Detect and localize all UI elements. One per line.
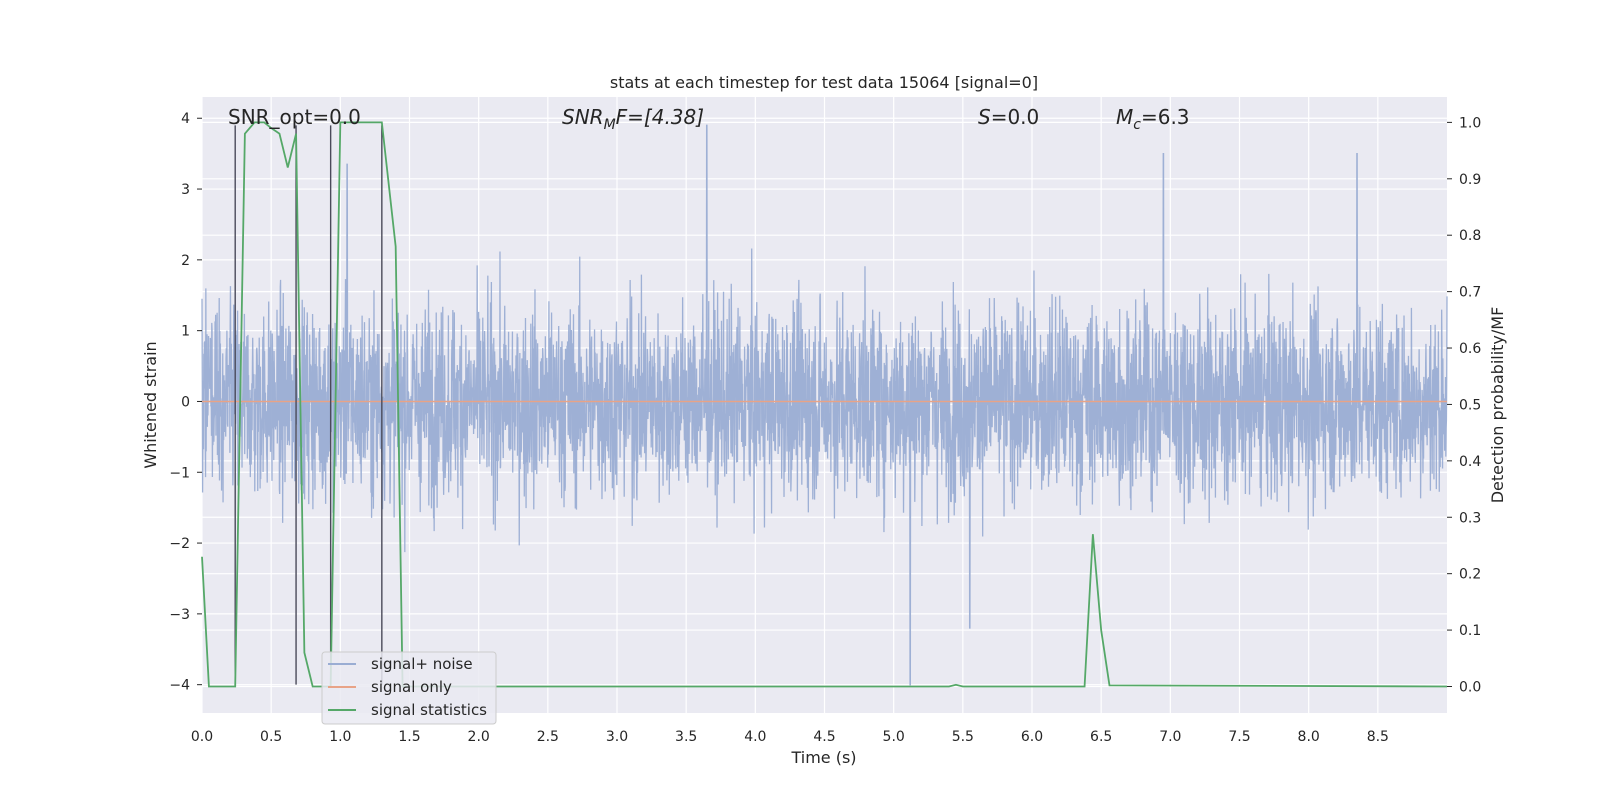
mc-annotation: Mc=6.3 [1116, 105, 1190, 133]
y-right-tick-label: 0.9 [1459, 172, 1481, 188]
x-tick-label: 8.5 [1367, 729, 1389, 745]
x-tick-label: 2.0 [468, 729, 490, 745]
x-tick-label: 1.0 [329, 729, 351, 745]
snr-mf-subscript: M [604, 117, 616, 133]
x-axis-label: Time (s) [790, 748, 856, 767]
legend-label-signal-only: signal only [371, 678, 452, 696]
snr-mf-label: SNR [562, 105, 604, 129]
y-right-tick-label: 0.1 [1459, 623, 1481, 639]
legend-box [321, 651, 497, 725]
legend-label-signal-statistics: signal statistics [371, 701, 487, 719]
x-tick-label: 6.5 [1090, 729, 1112, 745]
mc-subscript: c [1133, 117, 1141, 133]
x-tick-label: 4.5 [813, 729, 835, 745]
y-right-tick-label: 0.4 [1459, 454, 1481, 470]
y-right-tick-label: 0.0 [1459, 679, 1481, 695]
x-tick-labels: 0.0 0.5 1.0 1.5 2.0 2.5 3.0 3.5 4.0 4.5 5.0 5.5 6.0 6… [191, 729, 1389, 745]
grid-horizontal-left [202, 117, 1447, 686]
y-left-tick-label: 4 [181, 111, 190, 127]
snr-mf-annotation: SNRMF=[4.38] [562, 105, 704, 133]
legend-label-signal-noise: signal+ noise [371, 655, 473, 673]
signal-noise-line [201, 124, 1448, 686]
y-right-tick-label: 0.2 [1459, 567, 1481, 583]
s-value: =0.0 [991, 105, 1040, 129]
x-tick-label: 5.5 [952, 729, 974, 745]
x-tick-label: 7.0 [1159, 729, 1181, 745]
y-left-tick-label: −4 [169, 678, 190, 694]
y-axis-right-label: Detection probability/MF [1488, 307, 1507, 504]
signal-noise-series [201, 124, 1448, 686]
y-left-tick-label: 3 [181, 182, 190, 198]
s-label: S [978, 105, 991, 129]
x-tick-label: 5.0 [883, 729, 905, 745]
x-tick-label: 0.0 [191, 729, 213, 745]
y-left-tick-label: −3 [169, 607, 190, 623]
snr-opt-annotation: SNR_opt=0.0 [228, 105, 361, 129]
y-right-tick-label: 0.6 [1459, 341, 1481, 357]
y-right-tick-labels: 0.0 0.1 0.2 0.3 0.4 0.5 0.6 0.7 0.8 0.9 1.0 [1447, 115, 1481, 695]
x-tick-label: 8.0 [1298, 729, 1320, 745]
y-right-tick-label: 0.7 [1459, 285, 1481, 301]
y-right-tick-label: 0.3 [1459, 510, 1481, 526]
y-left-tick-label: 0 [181, 394, 190, 410]
x-tick-label: 0.5 [260, 729, 282, 745]
x-tick-label: 2.5 [537, 729, 559, 745]
chart-title: stats at each timestep for test data 150… [610, 73, 1038, 92]
y-axis-left-label: Whitened strain [141, 341, 160, 468]
legend: signal+ noise signal only signal statist… [321, 651, 497, 725]
vertical-markers [234, 125, 383, 685]
x-tick-label: 3.0 [606, 729, 628, 745]
x-tick-label: 6.0 [1021, 729, 1043, 745]
y-left-tick-label: −1 [169, 465, 190, 481]
y-left-tick-label: 1 [181, 324, 190, 340]
x-tick-label: 7.5 [1228, 729, 1250, 745]
y-right-tick-label: 1.0 [1459, 115, 1481, 131]
y-left-tick-label: −2 [169, 536, 190, 552]
y-left-tick-labels: −4 −3 −2 −1 0 1 2 3 4 [169, 111, 202, 694]
x-tick-label: 1.5 [398, 729, 420, 745]
mc-value: =6.3 [1141, 105, 1190, 129]
y-right-tick-label: 0.5 [1459, 397, 1481, 413]
y-left-tick-label: 2 [181, 253, 190, 269]
s-annotation: S=0.0 [978, 105, 1039, 129]
x-tick-label: 4.0 [744, 729, 766, 745]
x-tick-label: 3.5 [675, 729, 697, 745]
mc-label: M [1116, 105, 1133, 129]
snr-mf-rest: F=[4.38] [616, 105, 704, 129]
y-right-tick-label: 0.8 [1459, 228, 1481, 244]
